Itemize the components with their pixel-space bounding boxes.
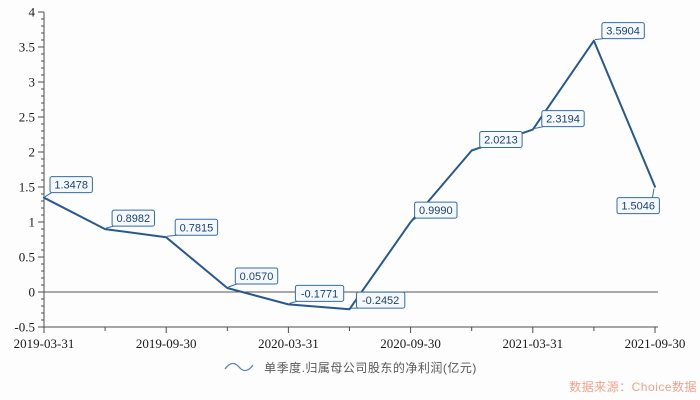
- data-label-box: [234, 267, 279, 285]
- data-label-callout: -0.2452: [350, 291, 406, 309]
- x-axis-tick-label: 2020-09-30: [380, 336, 441, 351]
- data-label-box: [294, 284, 345, 302]
- data-label-callout: 1.3478: [44, 176, 93, 198]
- line-series-icon: [224, 362, 254, 372]
- data-label-value: -0.1771: [301, 288, 338, 300]
- data-label-value: 1.5046: [621, 201, 655, 213]
- data-label-leader: [594, 38, 604, 41]
- data-label-leader: [228, 283, 237, 288]
- data-label-leader: [472, 147, 482, 150]
- y-axis-tick-label: 2.5: [19, 110, 35, 125]
- x-axis-tick-label: 2021-09-30: [625, 336, 686, 351]
- data-label-callout: 2.3194: [533, 110, 585, 130]
- data-label-leader: [44, 192, 52, 198]
- series-line: [43, 39, 656, 311]
- data-label-leader: [105, 225, 114, 229]
- data-label-value: 0.9990: [419, 205, 453, 217]
- y-axis-tick-label: 0.5: [19, 250, 35, 265]
- y-axis-tick-label: 3: [29, 75, 36, 90]
- data-label-callout: 2.0213: [472, 131, 523, 150]
- y-axis-tick-label: 1.5: [19, 180, 35, 195]
- x-axis-tick-label: 2019-03-31: [14, 336, 75, 351]
- data-label-callout: 0.9990: [411, 201, 458, 222]
- data-label-box: [174, 218, 219, 236]
- data-label-leader: [167, 234, 177, 237]
- data-label-layer: 1.3478 0.8982 0.7815 0.0570 -0.1771 -0.2452 0.…: [44, 22, 660, 309]
- data-label-box: [479, 131, 523, 149]
- y-axis-tick-label: 3.5: [19, 40, 35, 55]
- data-label-box: [414, 201, 458, 219]
- data-label-box: [541, 110, 585, 128]
- x-axis-tick-label: 2019-09-30: [136, 336, 197, 351]
- y-axis-tick-label: -0.5: [14, 320, 35, 335]
- series-layer: [43, 39, 656, 311]
- axes: [43, 12, 658, 328]
- data-label-leader: [289, 300, 298, 304]
- data-label-value: 3.5904: [606, 26, 640, 38]
- data-label-callout: 3.5904: [594, 22, 645, 41]
- x-axis-tick-label: 2021-03-31: [502, 336, 563, 351]
- data-label-callout: 0.8982: [105, 209, 155, 229]
- line-chart: -0.5 0 0.5 1 1.5 2 2.5 3 3.5 4 2019-03-31 2019-09-3…: [14, 5, 686, 352]
- y-axis-tick-label: 4: [29, 5, 36, 20]
- axis-ticks: [38, 11, 656, 333]
- axis-tick-labels: -0.5 0 0.5 1 1.5 2 2.5 3 3.5 4 2019-03-31 2019-09-3…: [14, 5, 686, 352]
- data-source-text: 数据来源：Choice数据: [569, 380, 697, 394]
- data-label-box: [616, 197, 660, 215]
- data-label-leader: [411, 217, 417, 222]
- legend: 单季度.归属母公司股东的净利润(亿元): [0, 357, 700, 377]
- data-label-box: [111, 209, 155, 227]
- data-label-callout: -0.1771: [289, 284, 345, 304]
- data-label-box: [356, 291, 406, 309]
- y-axis-tick-label: 2: [29, 145, 36, 160]
- data-label-callout: 0.7815: [167, 218, 219, 237]
- data-label-value: 1.3478: [54, 180, 88, 192]
- data-label-value: 0.8982: [116, 213, 150, 225]
- data-label-callout: 1.5046: [616, 188, 660, 215]
- data-label-callout: 0.0570: [228, 267, 279, 288]
- data-label-leader: [533, 126, 544, 130]
- data-label-value: 2.3194: [546, 114, 580, 126]
- legend-label: 单季度.归属母公司股东的净利润(亿元): [264, 360, 477, 375]
- y-axis-tick-label: 0: [29, 285, 36, 300]
- data-label-value: -0.2452: [362, 295, 399, 307]
- data-label-box: [601, 22, 645, 40]
- data-label-value: 2.0213: [484, 135, 518, 147]
- data-label-value: 0.0570: [240, 271, 274, 283]
- x-axis-tick-label: 2020-03-31: [258, 336, 319, 351]
- y-axis-tick-label: 1: [29, 215, 36, 230]
- data-label-box: [49, 176, 93, 194]
- data-label-value: 0.7815: [180, 222, 214, 234]
- data-label-leader: [651, 188, 655, 198]
